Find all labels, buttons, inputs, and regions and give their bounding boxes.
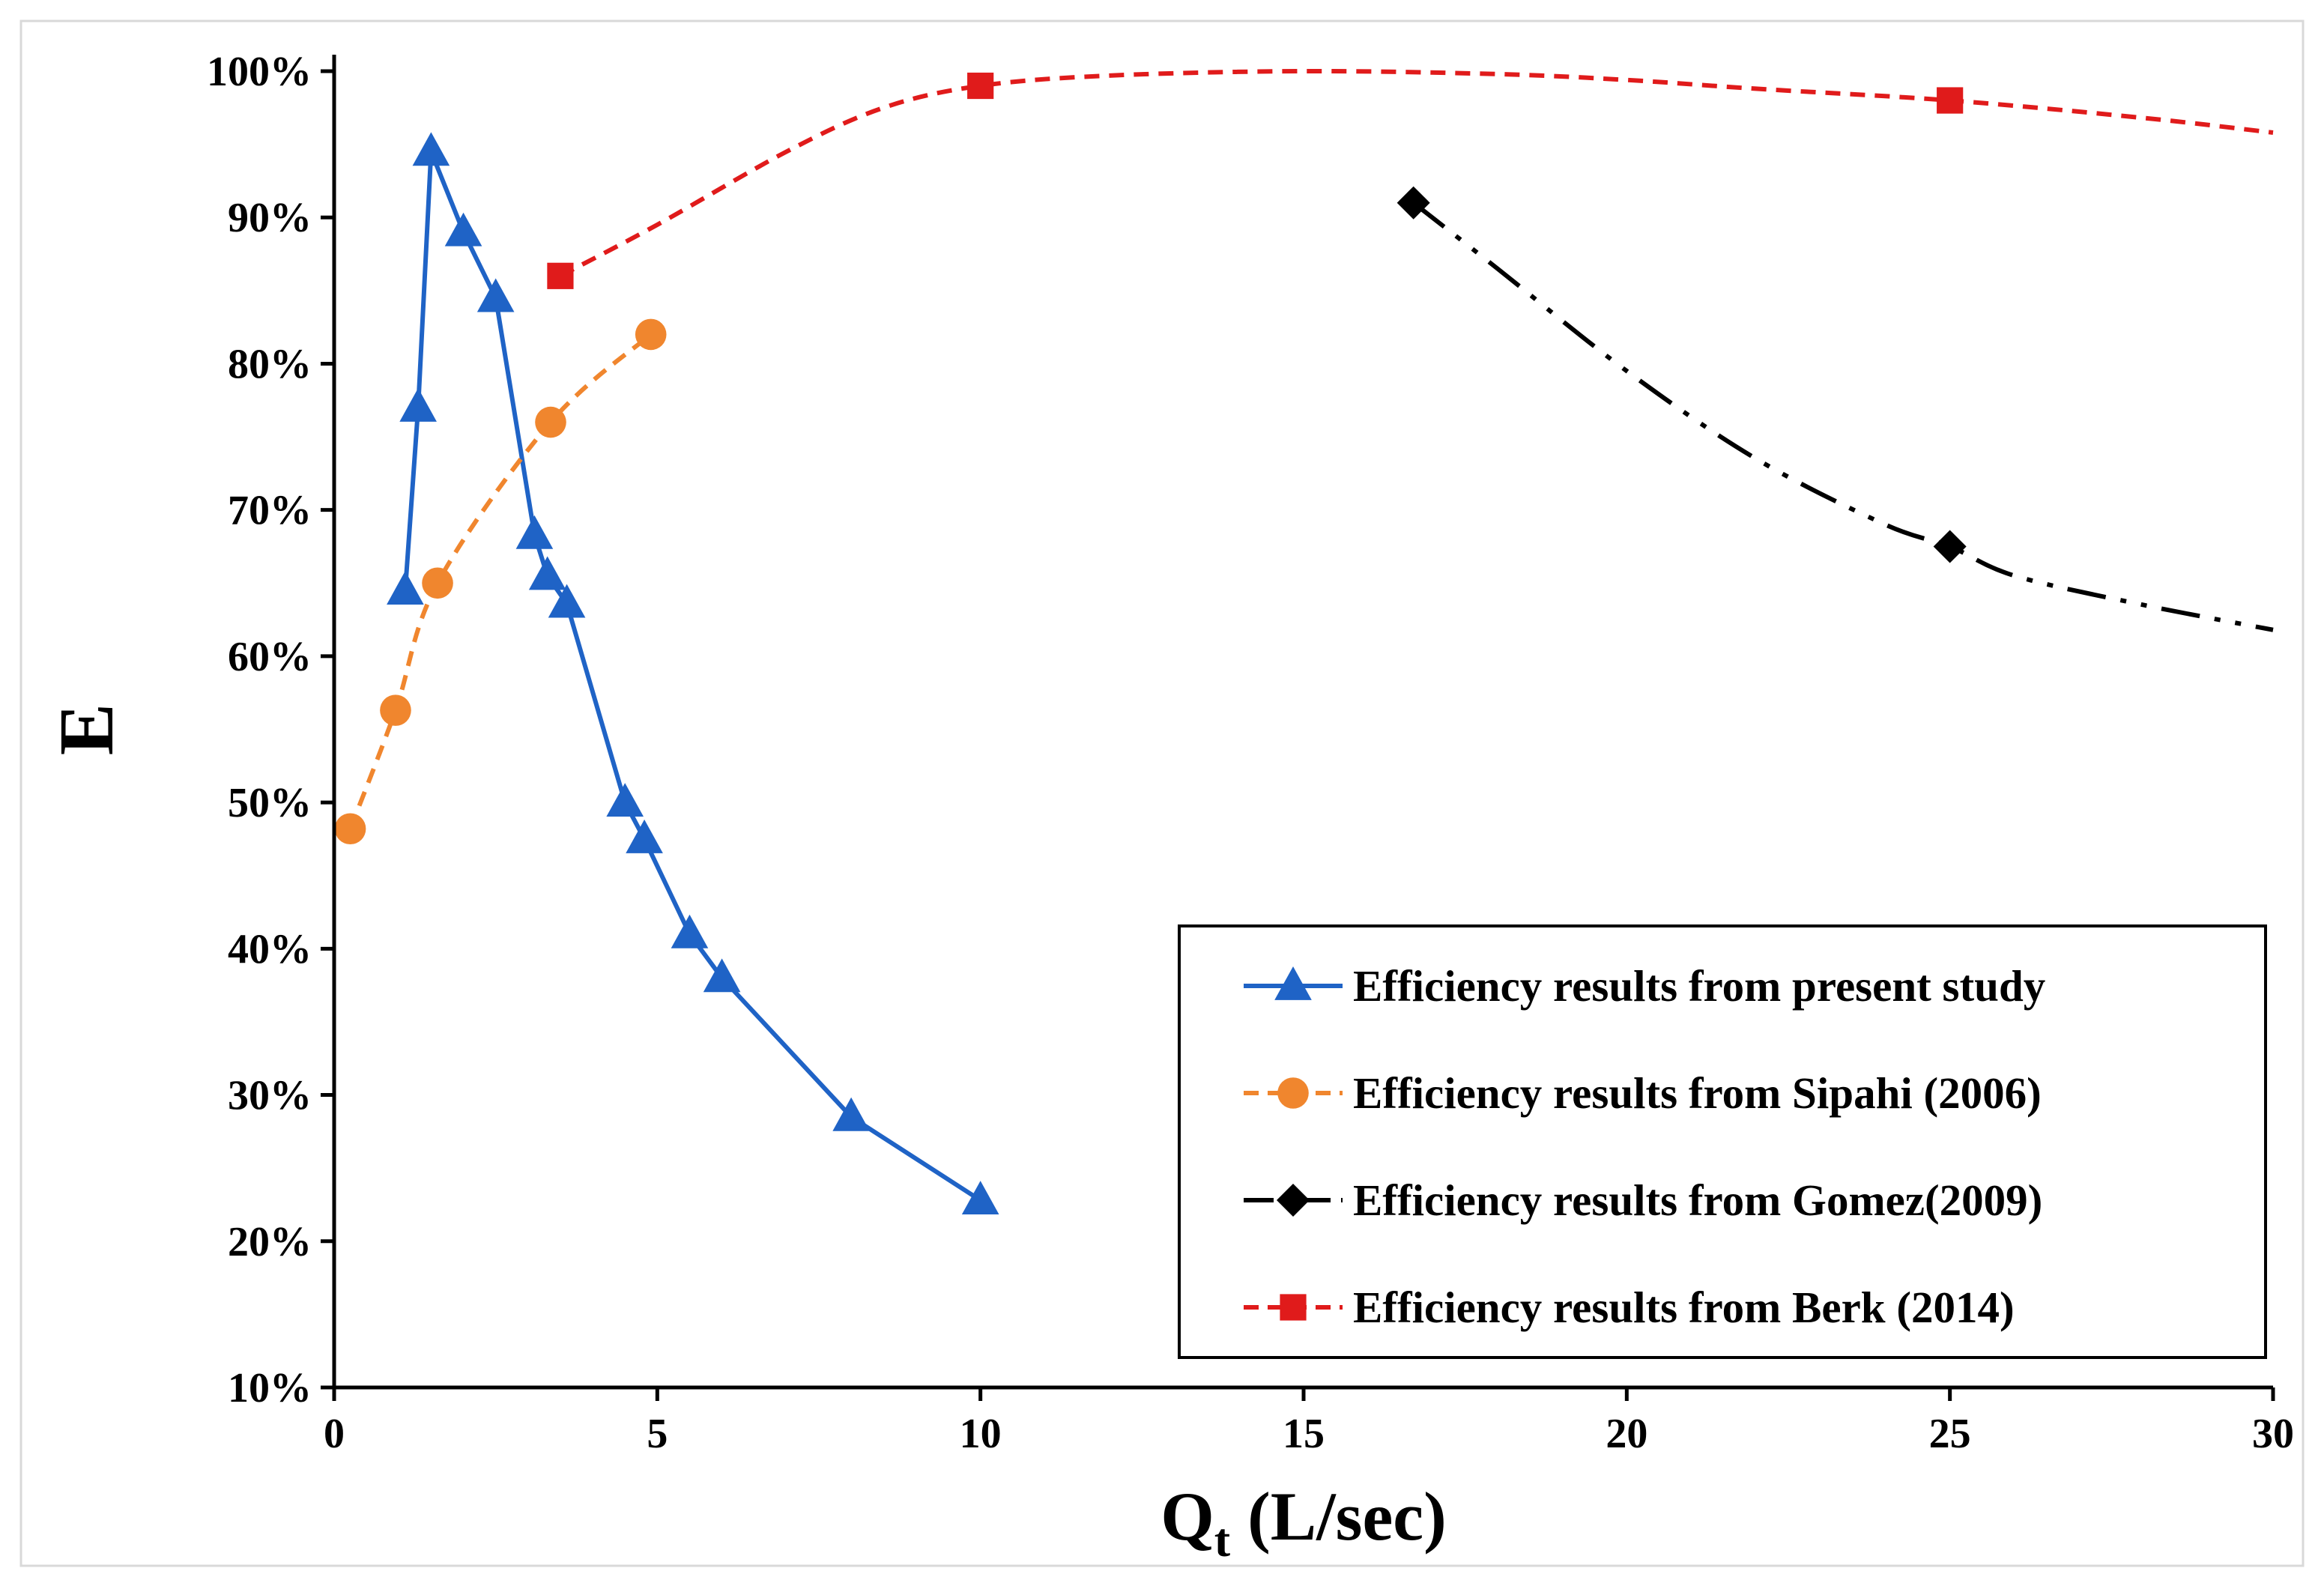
- x-tick-label: 20: [1606, 1411, 1647, 1457]
- x-tick-label: 5: [647, 1411, 668, 1457]
- y-tick-label: 30%: [228, 1073, 312, 1119]
- data-point-series-1: [548, 584, 586, 618]
- legend-label-4: Efficiency results from Berk (2014): [1353, 1283, 2015, 1332]
- data-point-series-2: [422, 567, 453, 599]
- plot-layer: [334, 68, 2274, 1215]
- data-point-series-1: [387, 570, 424, 605]
- data-point-series-4: [1937, 87, 1964, 114]
- x-tick-label: 15: [1283, 1411, 1325, 1457]
- y-tick-label: 80%: [228, 341, 312, 387]
- x-tick-label: 0: [324, 1411, 345, 1457]
- data-point-series-1: [528, 556, 566, 590]
- legend-marker-1: [1274, 966, 1312, 1000]
- y-tick-label: 50%: [228, 780, 312, 826]
- y-tick-label: 40%: [228, 926, 312, 972]
- data-point-series-1: [444, 212, 482, 246]
- data-point-series-2: [535, 406, 566, 438]
- series-line-2: [348, 333, 653, 830]
- legend-label-3: Efficiency results from Gomez(2009): [1353, 1175, 2042, 1225]
- chart-border: [19, 19, 2305, 1567]
- data-point-series-4: [547, 262, 574, 289]
- data-point-series-1: [606, 783, 644, 817]
- x-axis-title: Qt (L/sec): [1161, 1478, 1447, 1567]
- x-tick-label: 30: [2252, 1411, 2294, 1457]
- y-tick-label: 20%: [228, 1219, 312, 1265]
- legend: Efficiency results from present study Eff…: [1178, 924, 2267, 1359]
- x-tick-label: 10: [960, 1411, 1002, 1457]
- y-tick-label: 90%: [228, 195, 312, 241]
- series-line-4: [559, 68, 2274, 278]
- data-point-series-1: [671, 914, 709, 948]
- legend-marker-2: [1277, 1077, 1309, 1109]
- data-point-series-1: [412, 132, 450, 166]
- x-axis-title-sub: t: [1214, 1513, 1231, 1567]
- y-tick-label: 60%: [228, 634, 312, 680]
- legend-marker-3: [1277, 1184, 1310, 1217]
- data-point-series-3: [1396, 186, 1430, 220]
- axis-layer: 10% 20% 30% 40% 50% 60% 70% 80% 90% 100% 0 5 10 15 20 2…: [43, 49, 2294, 1567]
- legend-marker-4: [1280, 1294, 1307, 1321]
- data-point-series-2: [635, 318, 667, 351]
- y-axis-title: E: [43, 703, 130, 755]
- legend-label-2: Efficiency results from Sipahi (2006): [1353, 1068, 2042, 1118]
- y-tick-label: 10%: [228, 1365, 312, 1411]
- data-point-series-1: [703, 958, 741, 993]
- data-point-series-2: [334, 813, 366, 845]
- series-line-3: [1411, 201, 2274, 632]
- legend-label-1: Efficiency results from present study: [1353, 961, 2045, 1011]
- data-point-series-1: [626, 819, 663, 853]
- x-tick-label: 25: [1929, 1411, 1971, 1457]
- x-axis-title-rest: (L/sec): [1230, 1478, 1447, 1555]
- data-point-series-3: [1933, 530, 1967, 563]
- data-point-series-1: [832, 1097, 870, 1131]
- y-tick-label: 70%: [228, 488, 312, 534]
- data-point-series-1: [399, 387, 437, 422]
- data-point-series-2: [380, 694, 411, 726]
- data-point-series-4: [967, 72, 994, 100]
- data-point-series-1: [961, 1181, 999, 1215]
- legend-box: [1178, 924, 2267, 1359]
- data-point-series-1: [515, 515, 554, 549]
- y-tick-label: 100%: [207, 49, 312, 95]
- x-axis-title-main: Q: [1161, 1478, 1214, 1555]
- data-point-series-1: [476, 278, 515, 312]
